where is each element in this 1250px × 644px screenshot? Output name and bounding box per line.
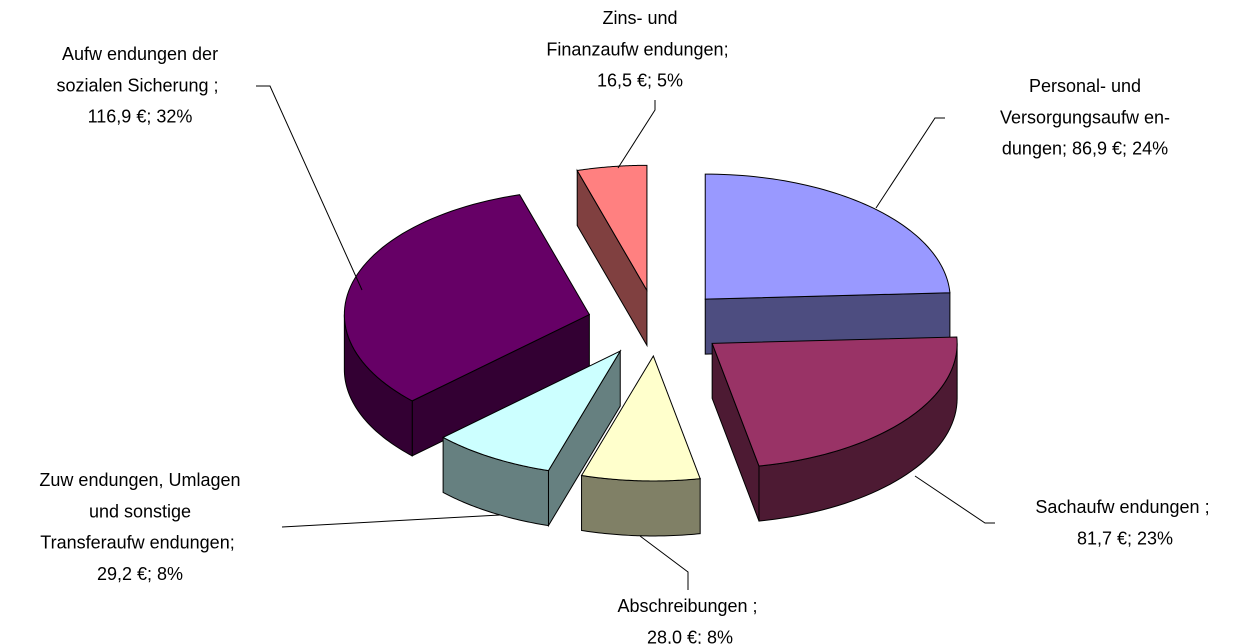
data-label: 116,9 €; 32%	[88, 106, 193, 126]
label-part: ;	[1127, 528, 1137, 548]
data-label: 29,2 €; 8%	[97, 564, 183, 584]
data-label: sozialen Sicherung ;	[56, 75, 223, 95]
slice	[343, 194, 591, 457]
data-label: und sonstige	[89, 501, 191, 521]
data-label: 28,0 €; 8%	[647, 627, 733, 644]
label-part: Abschreibungen	[617, 596, 752, 616]
label-part: ;	[214, 75, 224, 95]
slice-top	[711, 336, 958, 467]
label-part: Zuw endungen, Umlagen	[39, 470, 240, 490]
data-label: Aufw endungen der	[62, 44, 218, 64]
data-label: 16,5 €; 5%	[597, 70, 683, 90]
label-part: ;	[230, 532, 240, 552]
label-part: 29,2 €	[97, 564, 147, 584]
label-part: Aufw endungen der	[62, 44, 218, 64]
label-part: sozialen Sicherung	[56, 75, 213, 95]
label-part: und sonstige	[89, 501, 191, 521]
slice-top	[704, 173, 951, 300]
slice	[442, 349, 622, 528]
label-part: 5%	[657, 70, 683, 90]
slice-top	[442, 349, 622, 472]
label-part: Zins- und	[602, 8, 677, 28]
data-label: Abschreibungen ;	[617, 596, 762, 616]
leader-line	[914, 475, 995, 524]
slice	[704, 173, 951, 355]
leader-line	[617, 100, 656, 169]
label-part: 8%	[707, 627, 733, 644]
leader-line	[639, 535, 689, 590]
label-part: Finanzaufw endungen	[546, 39, 723, 59]
data-label: Versorgungsaufw en-	[1000, 107, 1170, 127]
label-part: 81,7 €	[1077, 528, 1127, 548]
label-part: ;	[724, 39, 734, 59]
label-part: 32%	[156, 106, 192, 126]
data-label: Sachaufw endungen ;	[1035, 497, 1214, 517]
label-part: Transferaufw endungen	[40, 532, 229, 552]
leader-line	[875, 117, 945, 209]
data-label: Transferaufw endungen;	[40, 532, 239, 552]
label-part: 86,9 €	[1072, 138, 1122, 158]
slice-top	[580, 354, 701, 482]
label-part: 16,5 €	[597, 70, 647, 90]
slice	[576, 164, 648, 348]
data-label: Zins- und	[602, 8, 677, 28]
slice	[580, 354, 701, 537]
label-part: ;	[647, 70, 657, 90]
data-label: dungen; 86,9 €; 24%	[1002, 138, 1168, 158]
label-part: 8%	[157, 564, 183, 584]
slice-top	[576, 164, 648, 293]
slice-top	[343, 194, 591, 402]
data-label: Zuw endungen, Umlagen	[39, 470, 240, 490]
label-part: ;	[753, 596, 763, 616]
label-part: 116,9 €	[88, 106, 147, 126]
leader-line	[281, 514, 501, 528]
label-part: Sachaufw endungen	[1035, 497, 1204, 517]
label-part: ;	[1205, 497, 1215, 517]
label-part: 23%	[1137, 528, 1173, 548]
label-part: ;	[146, 106, 156, 126]
label-part: ;	[1122, 138, 1132, 158]
label-part: ;	[697, 627, 707, 644]
data-label: Personal- und	[1029, 76, 1141, 96]
leader-line	[256, 85, 363, 291]
label-part: 24%	[1132, 138, 1168, 158]
data-label: 81,7 €; 23%	[1077, 528, 1173, 548]
label-part: ;	[147, 564, 157, 584]
slice	[711, 336, 958, 522]
slice-wall	[581, 474, 701, 537]
label-part: Personal- und	[1029, 76, 1141, 96]
label-part: 28,0 €	[647, 627, 697, 644]
label-part: Versorgungsaufw en-	[1000, 107, 1170, 127]
data-label: Finanzaufw endungen;	[546, 39, 733, 59]
label-part: dungen	[1002, 138, 1062, 158]
label-part: ;	[1062, 138, 1072, 158]
